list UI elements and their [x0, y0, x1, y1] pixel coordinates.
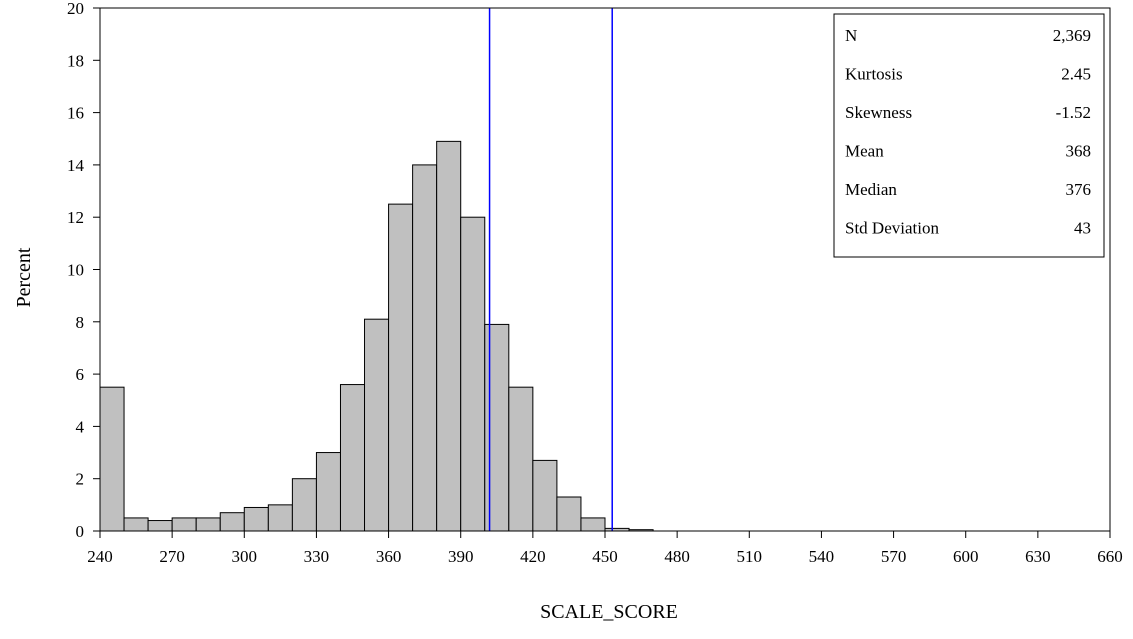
stat-value: 2,369 — [1053, 26, 1091, 45]
histogram-bar — [412, 164, 438, 532]
stat-label: Std Deviation — [845, 219, 939, 238]
histogram-bar — [219, 512, 245, 532]
x-tick-label: 450 — [592, 547, 618, 566]
histogram-bar — [388, 203, 414, 532]
x-tick-label: 300 — [232, 547, 258, 566]
reference-lines — [488, 8, 613, 531]
y-tick-label: 14 — [67, 156, 85, 175]
histogram-bar — [147, 520, 173, 532]
y-axis: 0 2 4 6 8 10 12 14 16 18 20 — [67, 0, 100, 541]
histogram-bar — [364, 318, 390, 532]
y-tick-label: 18 — [67, 51, 84, 70]
x-tick-label: 360 — [376, 547, 402, 566]
x-axis-title: SCALE_SCORE — [540, 601, 678, 623]
x-tick-label: 390 — [448, 547, 474, 566]
x-tick-label: 600 — [953, 547, 979, 566]
histogram-bar — [460, 216, 486, 532]
y-tick-label: 0 — [76, 522, 85, 541]
histogram-bars — [99, 140, 654, 532]
x-tick-label: 630 — [1025, 547, 1051, 566]
histogram-bar — [508, 386, 534, 532]
y-tick-label: 2 — [76, 470, 85, 489]
histogram-bar — [315, 452, 341, 532]
x-tick-label: 480 — [664, 547, 690, 566]
x-tick-label: 330 — [304, 547, 330, 566]
y-tick-label: 10 — [67, 261, 84, 280]
stat-label: Kurtosis — [845, 65, 903, 84]
x-tick-label: 510 — [737, 547, 763, 566]
y-tick-label: 8 — [76, 313, 85, 332]
y-tick-label: 20 — [67, 0, 84, 18]
stat-label: N — [845, 26, 857, 45]
x-tick-label: 240 — [87, 547, 113, 566]
stat-value: 368 — [1066, 142, 1092, 161]
stat-value: 43 — [1074, 219, 1091, 238]
x-tick-label: 540 — [809, 547, 835, 566]
histogram-bar — [195, 517, 221, 532]
histogram-bar — [436, 140, 462, 532]
stat-value: 2.45 — [1061, 65, 1091, 84]
x-tick-label: 270 — [159, 547, 185, 566]
histogram-bar — [580, 517, 606, 532]
histogram-bar — [339, 384, 366, 532]
y-tick-label: 12 — [67, 208, 84, 227]
histogram-bar — [123, 517, 149, 532]
histogram-bar — [243, 506, 269, 532]
plot-area-frame — [99, 7, 1111, 532]
statistics-box-frame — [833, 13, 1105, 258]
histogram-bar — [556, 496, 582, 532]
x-tick-label: 660 — [1097, 547, 1123, 566]
stat-value: 376 — [1066, 180, 1092, 199]
histogram-bar — [532, 459, 558, 532]
stat-label: Median — [845, 180, 897, 199]
y-tick-label: 4 — [76, 417, 85, 436]
histogram-bar — [484, 323, 510, 532]
x-tick-label: 570 — [881, 547, 907, 566]
x-tick-label: 420 — [520, 547, 546, 566]
stat-label: Mean — [845, 142, 884, 161]
y-tick-label: 16 — [67, 104, 84, 123]
histogram-bar — [171, 517, 197, 532]
y-tick-label: 6 — [76, 365, 85, 384]
stat-label: Skewness — [845, 103, 912, 122]
histogram-bar — [267, 504, 293, 532]
histogram-bar — [291, 478, 317, 532]
stat-value: -1.52 — [1056, 103, 1091, 122]
x-axis: 240 270 300 330 360 390 420 450 480 510 540 570 600 6… — [87, 531, 1123, 566]
y-axis-title: Percent — [13, 247, 35, 307]
statistics-box: N 2,369 Kurtosis 2.45 Skewness -1.52 Mean 368 Me… — [833, 13, 1105, 258]
histogram-bar — [99, 386, 125, 532]
